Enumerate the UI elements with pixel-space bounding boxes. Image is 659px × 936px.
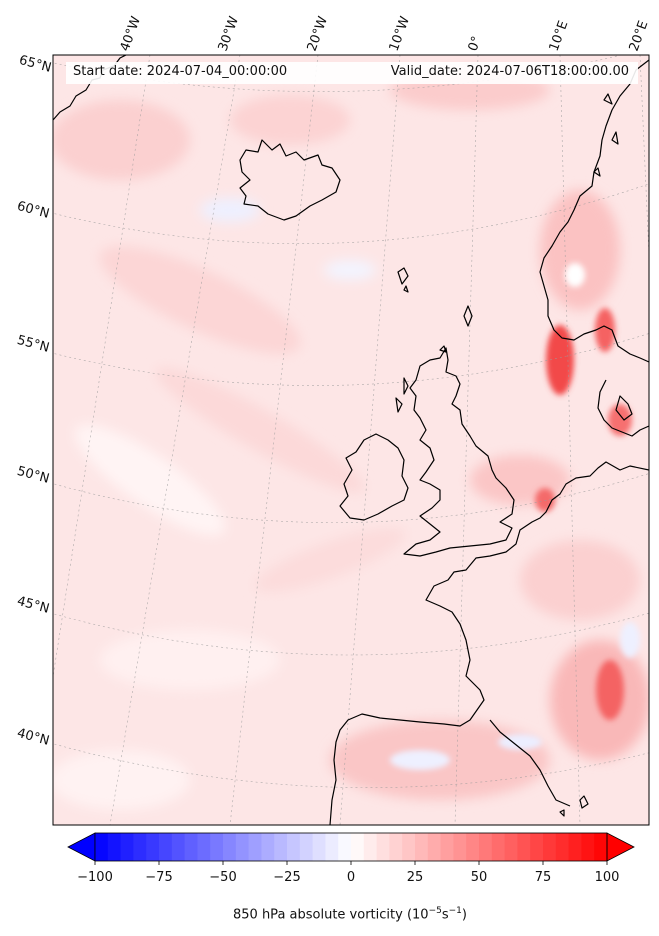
start-date-label: Start date: 2024-07-04_00:00:00 (73, 64, 288, 79)
colorbar-band (107, 833, 122, 861)
colorbar-band (338, 833, 352, 861)
colorbar-band (325, 833, 339, 861)
colorbar-title-exp2: −1 (448, 906, 462, 916)
scandinavia (539, 59, 649, 363)
lat-label: 60°N (15, 199, 51, 222)
colorbar-tick-label: 0 (347, 870, 355, 885)
colorbar-band (517, 833, 531, 861)
colorbar-band (146, 833, 160, 861)
colorbar-band (184, 833, 198, 861)
colorbar-bands (95, 833, 608, 861)
colorbar-band (479, 833, 493, 861)
colorbar-band (363, 833, 378, 861)
colorbar-tick-label: −75 (145, 870, 172, 885)
great-britain (403, 347, 515, 557)
colorbar-band (261, 833, 275, 861)
colorbar-title-end: ) (461, 907, 467, 923)
denmark (597, 379, 649, 437)
colorbar-band (530, 833, 544, 861)
colorbar-band (389, 833, 403, 861)
colorbar-band (440, 833, 454, 861)
lon-label: 20°E (627, 19, 652, 54)
lat-label: 45°N (15, 594, 51, 617)
colorbar-band (223, 833, 237, 861)
hebrides (395, 345, 447, 413)
colorbar-band (133, 833, 147, 861)
colorbar-band (299, 833, 314, 861)
colorbar-title-exp1: −5 (428, 906, 442, 916)
norway-islands (593, 93, 619, 177)
lat-label: 40°N (15, 726, 51, 749)
colorbar-band (415, 833, 429, 861)
lon-label: 0° (466, 34, 485, 53)
ireland (339, 433, 409, 521)
colorbar-band (274, 833, 288, 861)
map-frame (52, 54, 650, 826)
colorbar-band (312, 833, 326, 861)
colorbar-title: 850 hPa absolute vorticity (10−5s−1) (0, 906, 659, 922)
iceland-coast (239, 139, 341, 221)
lon-label: 40°W (118, 14, 144, 53)
lat-label: 50°N (15, 464, 51, 487)
colorbar-band (171, 833, 186, 861)
longitude-labels: 40°W 30°W 20°W 10°W 0° 10°E 20°E (118, 14, 652, 53)
colorbar-band (351, 833, 365, 861)
colorbar-band (504, 833, 518, 861)
colorbar-tick-label: −25 (273, 870, 300, 885)
colorbar-tick-label: −100 (77, 870, 113, 885)
colorbar-band (197, 833, 211, 861)
lon-label: 10°E (547, 19, 572, 54)
lon-label: 20°W (305, 14, 331, 53)
colorbar-band (555, 833, 570, 861)
colorbar-band (120, 833, 134, 861)
lat-label: 55°N (15, 333, 51, 356)
header-strip (66, 62, 638, 84)
colorbar-tick-label: 25 (407, 870, 424, 885)
lon-label: 30°W (216, 14, 242, 53)
colorbar-band (376, 833, 390, 861)
colorbar-band (402, 833, 416, 861)
colorbar-band (95, 833, 109, 861)
map-panel (53, 55, 649, 825)
lat-label: 65°N (17, 53, 53, 76)
colorbar-band (248, 833, 262, 861)
shetland (463, 305, 473, 327)
colorbar-tick-label: 75 (535, 870, 552, 885)
latitude-labels: 65°N 60°N 55°N 50°N 45°N 40°N (15, 53, 53, 749)
colorbar-band (568, 833, 582, 861)
vorticity-maxima (390, 263, 640, 770)
colorbar-ticks: −100 −75 −50 −25 0 25 50 75 100 (77, 861, 619, 885)
colorbar-band (235, 833, 250, 861)
colorbar-extend-max (606, 832, 635, 862)
colorbar-band (159, 833, 173, 861)
colorbar-band (287, 833, 301, 861)
colorbar-band (594, 833, 608, 861)
baleares (559, 795, 589, 817)
colorbar: −100 −75 −50 −25 0 25 50 75 100 (67, 832, 635, 885)
colorbar-extend-min (67, 832, 96, 862)
colorbar-band (466, 833, 480, 861)
colorbar-band (210, 833, 224, 861)
lon-label: 10°W (387, 14, 413, 53)
colorbar-band (581, 833, 595, 861)
iberia-east (489, 719, 571, 807)
colorbar-title-main: 850 hPa absolute vorticity (10 (233, 907, 429, 923)
colorbar-band (543, 833, 557, 861)
faroe-islands (397, 267, 409, 293)
europe-mainland (329, 461, 649, 825)
colorbar-tick-label: 50 (471, 870, 488, 885)
colorbar-tick-label: 100 (595, 870, 620, 885)
colorbar-tick-label: −50 (209, 870, 236, 885)
colorbar-band (491, 833, 506, 861)
valid-date-label: Valid_date: 2024-07-06T18:00:00.00 (390, 64, 629, 79)
colorbar-title-mid: s (441, 907, 449, 923)
colorbar-band (427, 833, 442, 861)
colorbar-band (453, 833, 467, 861)
